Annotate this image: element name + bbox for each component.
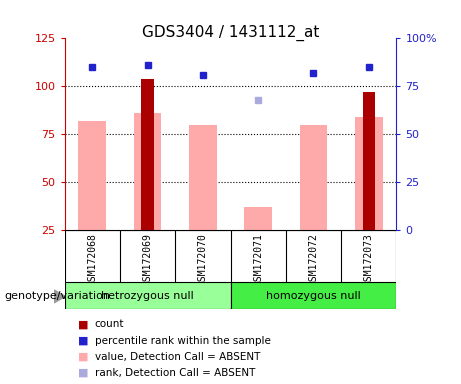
Bar bbox=[134, 113, 161, 230]
Text: ■: ■ bbox=[78, 319, 89, 329]
Bar bbox=[244, 207, 272, 230]
Bar bbox=[142, 79, 154, 230]
Text: ■: ■ bbox=[78, 336, 89, 346]
Bar bbox=[355, 117, 383, 230]
Text: hetrozygous null: hetrozygous null bbox=[101, 291, 194, 301]
Text: GSM172069: GSM172069 bbox=[142, 233, 153, 286]
Text: percentile rank within the sample: percentile rank within the sample bbox=[95, 336, 271, 346]
Text: genotype/variation: genotype/variation bbox=[5, 291, 111, 301]
Bar bbox=[300, 125, 327, 230]
Text: GSM172073: GSM172073 bbox=[364, 233, 374, 286]
Bar bbox=[363, 92, 375, 230]
Bar bbox=[78, 121, 106, 230]
Bar bbox=[230, 282, 396, 309]
Text: GSM172068: GSM172068 bbox=[87, 233, 97, 286]
Text: GDS3404 / 1431112_at: GDS3404 / 1431112_at bbox=[142, 25, 319, 41]
Text: GSM172070: GSM172070 bbox=[198, 233, 208, 286]
Text: ■: ■ bbox=[78, 368, 89, 378]
Text: GSM172071: GSM172071 bbox=[253, 233, 263, 286]
Text: ■: ■ bbox=[78, 352, 89, 362]
Bar bbox=[189, 125, 217, 230]
Text: count: count bbox=[95, 319, 124, 329]
Text: value, Detection Call = ABSENT: value, Detection Call = ABSENT bbox=[95, 352, 260, 362]
Text: GSM172072: GSM172072 bbox=[308, 233, 319, 286]
Bar bbox=[65, 282, 230, 309]
Text: homozygous null: homozygous null bbox=[266, 291, 361, 301]
Text: rank, Detection Call = ABSENT: rank, Detection Call = ABSENT bbox=[95, 368, 255, 378]
Polygon shape bbox=[54, 290, 65, 303]
